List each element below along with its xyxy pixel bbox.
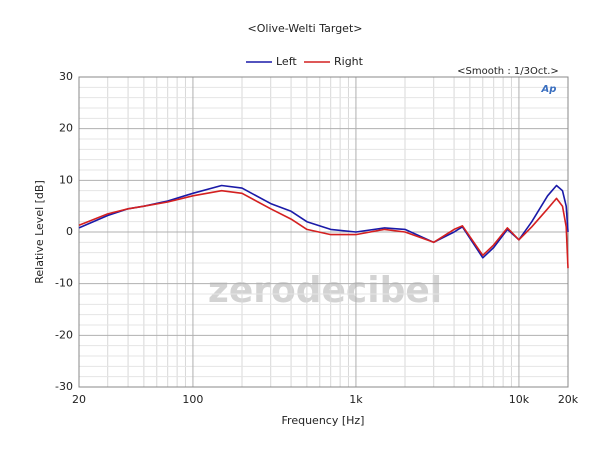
logo: Ap: [541, 84, 557, 95]
x-tick-label: 100: [182, 393, 203, 406]
legend-label: Left: [276, 55, 297, 68]
y-tick-label: 30: [59, 70, 73, 83]
series-line: [78, 189, 569, 269]
chart-title: <Olive-Welti Target>: [248, 22, 363, 35]
x-tick-label: 10k: [509, 393, 530, 406]
y-tick-label: -20: [55, 328, 73, 341]
subtitle: <Smooth : 1/3Oct.>: [457, 66, 559, 77]
y-tick-label: 20: [59, 122, 73, 135]
x-tick-label: 1k: [349, 393, 363, 406]
series-line: [78, 184, 569, 259]
x-tick-label: 20: [72, 393, 86, 406]
y-tick-label: -10: [55, 277, 73, 290]
y-tick-label: 10: [59, 173, 73, 186]
x-axis-label: Frequency [Hz]: [282, 414, 365, 427]
watermark: zerodecibel: [208, 270, 442, 311]
y-axis-label: Relative Level [dB]: [33, 180, 46, 284]
y-tick-label: 0: [66, 225, 73, 238]
legend-label: Right: [334, 55, 364, 68]
x-tick-label: 20k: [558, 393, 579, 406]
y-tick-label: -30: [55, 380, 73, 393]
